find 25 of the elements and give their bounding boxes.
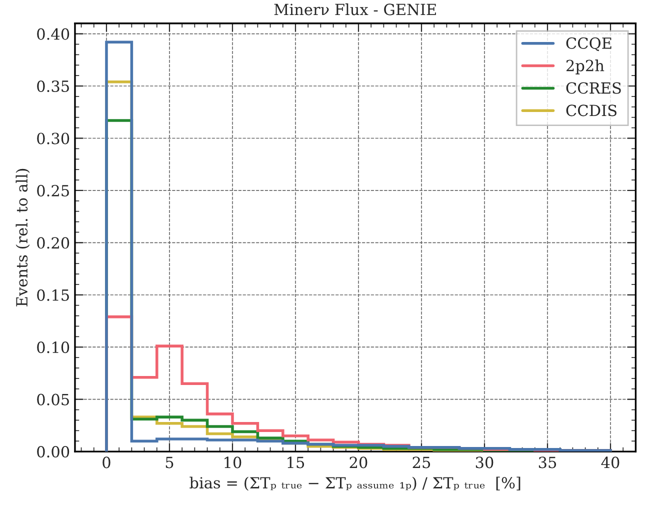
x-tick-label: 30 (476, 456, 494, 468)
y-tick-label: 0.00 (37, 446, 70, 458)
legend-label: CCQE (566, 37, 612, 52)
y-tick-label: 0.40 (37, 28, 70, 40)
x-tick-label: 20 (350, 456, 368, 468)
x-axis-title: bias = (ΣTₚ ₜᵣᵤₑ − ΣTₚ ₐₛₛᵤₘₑ ₁ₚ) / ΣTₚ ₜᵣᵤₑ [%] (190, 476, 520, 491)
x-tick-label: 5 (166, 456, 174, 468)
legend-label: CCRES (566, 82, 621, 94)
y-tick-label: 0.20 (37, 237, 70, 249)
chart-title: Minerν Flux - GENIE (274, 3, 436, 16)
y-tick-label: 0.05 (37, 394, 69, 406)
x-tick-label: 0 (102, 456, 110, 468)
y-tick-label: 0.35 (37, 80, 69, 92)
x-tick-label: 15 (288, 456, 304, 468)
x-tick-label: 35 (538, 456, 556, 468)
legend-label: CCDIS (566, 104, 616, 116)
y-tick-label: 0.15 (37, 289, 69, 301)
legend-label: 2p2h (566, 60, 604, 74)
y-tick-label: 0.25 (37, 184, 69, 196)
x-tick-label: 40 (601, 456, 620, 468)
y-tick-label: 0.30 (37, 132, 70, 144)
y-tick-label: 0.10 (37, 342, 70, 354)
y-axis-title: Events (rel. to all) (16, 168, 30, 306)
x-tick-label: 10 (224, 456, 242, 468)
x-tick-label: 25 (412, 456, 430, 468)
